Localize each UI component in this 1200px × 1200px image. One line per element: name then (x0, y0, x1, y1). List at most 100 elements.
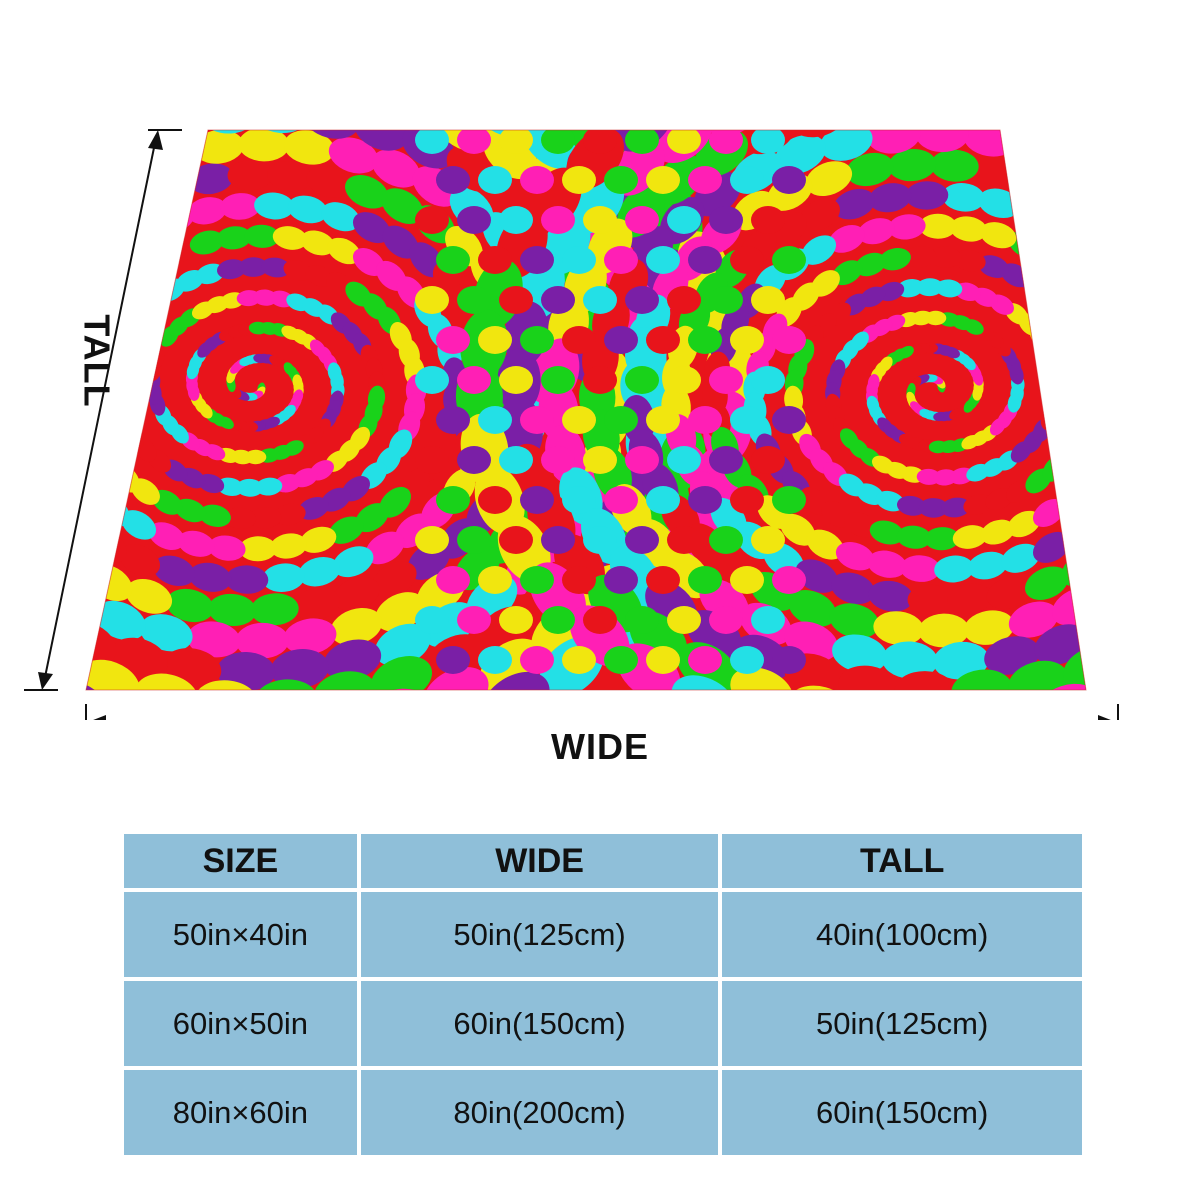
pattern-scale (436, 246, 470, 274)
pattern-scale (951, 669, 1013, 690)
pattern-scale (6, 589, 77, 655)
pattern-scale (1145, 107, 1200, 179)
pattern-scale (907, 584, 953, 615)
pattern-scale (772, 246, 806, 274)
pattern-scale (0, 601, 42, 675)
pattern-scale (919, 213, 957, 239)
pattern-scale (688, 566, 722, 594)
pattern-scale (86, 509, 97, 546)
pattern-scale (1139, 234, 1192, 291)
pattern-scale (963, 610, 1015, 645)
pattern-scale (224, 507, 257, 529)
pattern-scale (948, 83, 1011, 129)
pattern-scale (436, 486, 470, 514)
pattern-scale (562, 646, 596, 674)
pattern-scale (873, 50, 940, 97)
pattern-scale (1157, 343, 1190, 388)
pattern-scale (1106, 470, 1152, 519)
pattern-scale (751, 606, 785, 634)
pattern-scale (125, 578, 173, 614)
pattern-scale (457, 606, 491, 634)
pattern-scale (250, 593, 299, 626)
pattern-scale (283, 260, 313, 281)
pattern-scale (625, 366, 659, 394)
pattern-scale (1036, 29, 1116, 94)
pattern-scale (423, 667, 489, 690)
pattern-scale (1057, 440, 1082, 469)
pattern-scale (520, 166, 554, 194)
table-header-row: SIZE WIDE TALL (124, 834, 1082, 888)
pattern-scale (1048, 378, 1066, 404)
pattern-scale (415, 286, 449, 314)
pattern-scale (235, 622, 289, 659)
pattern-scale (1122, 381, 1148, 418)
pattern-scale (406, 50, 486, 120)
pattern-scale (604, 246, 638, 274)
pattern-scale (21, 332, 54, 375)
pattern-scale (799, 198, 841, 231)
pattern-scale (381, 188, 424, 224)
pattern-scale (772, 406, 806, 434)
pattern-scale (1161, 262, 1200, 318)
pattern-scale (934, 555, 975, 583)
pattern-scale (846, 152, 894, 187)
pattern-scale (625, 286, 659, 314)
pattern-scale (520, 326, 554, 354)
pattern-scale (583, 286, 617, 314)
pattern-scale (894, 671, 956, 690)
cell-tall: 60in(150cm) (722, 1070, 1082, 1155)
pattern-scale (646, 246, 680, 274)
tall-label: TALL (76, 314, 118, 408)
pattern-scale (94, 600, 146, 641)
pattern-scale (0, 34, 67, 111)
pattern-scale (915, 130, 969, 153)
pattern-scale (1008, 660, 1069, 690)
pattern-scale (189, 230, 224, 255)
pattern-scale (255, 477, 283, 496)
pattern-scale (562, 166, 596, 194)
pattern-scale (562, 406, 596, 434)
pattern-scale (655, 55, 739, 131)
pattern-scale (1086, 654, 1166, 720)
pattern-scale (86, 246, 111, 280)
pattern-scale (583, 206, 617, 234)
pattern-scale (0, 491, 2, 556)
cell-size: 80in×60in (124, 1070, 357, 1155)
pattern-scale (967, 551, 1008, 580)
pattern-scale (780, 513, 816, 546)
pattern-scale (1091, 288, 1130, 332)
pattern-scale (478, 486, 512, 514)
pattern-scale (1143, 476, 1194, 531)
pattern-scale (1122, 358, 1149, 396)
pattern-scale (365, 531, 405, 565)
pattern-scale (709, 606, 743, 634)
pattern-scale (1044, 350, 1063, 376)
pattern-scale (22, 384, 52, 425)
pattern-scale (119, 544, 161, 577)
pattern-scale (1137, 142, 1200, 209)
pattern-scale (216, 477, 244, 496)
pattern-scale (415, 606, 449, 634)
pattern-scale (1154, 398, 1188, 443)
pattern-scale (50, 451, 92, 497)
pattern-scale (688, 246, 722, 274)
pattern-scale (415, 366, 449, 394)
pattern-scale (1076, 466, 1086, 499)
pattern-scale (86, 197, 124, 233)
pattern-scale (253, 289, 278, 306)
pattern-scale (882, 641, 938, 679)
pattern-scale (330, 607, 383, 646)
pattern-scale (667, 206, 701, 234)
blanket-diagram (0, 29, 1200, 720)
pattern-scale (900, 555, 941, 582)
pattern-scale (688, 486, 722, 514)
pattern-scale (499, 526, 533, 554)
pattern-scale (688, 406, 722, 434)
pattern-scale (541, 366, 575, 394)
pattern-scale (370, 656, 433, 690)
cell-size: 50in×40in (124, 892, 357, 977)
pattern-scale (751, 446, 785, 474)
pattern-scale (1115, 333, 1147, 374)
pattern-scale (730, 486, 764, 514)
pattern-scale (1120, 670, 1200, 720)
